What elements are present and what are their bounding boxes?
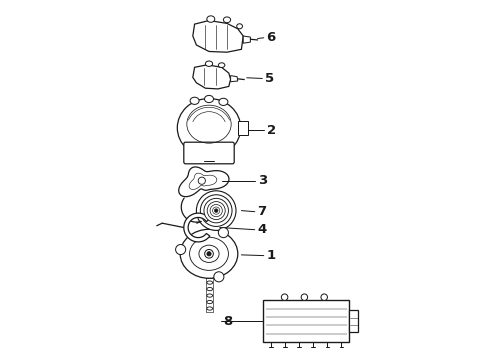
Ellipse shape <box>180 229 238 278</box>
Ellipse shape <box>207 16 215 22</box>
Ellipse shape <box>205 61 213 66</box>
Polygon shape <box>231 76 238 82</box>
Text: 1: 1 <box>267 249 276 262</box>
Circle shape <box>204 198 228 223</box>
Polygon shape <box>179 167 229 197</box>
Ellipse shape <box>219 98 228 105</box>
Ellipse shape <box>190 237 228 270</box>
Polygon shape <box>193 21 243 52</box>
Ellipse shape <box>223 17 231 23</box>
FancyBboxPatch shape <box>184 142 234 164</box>
Ellipse shape <box>207 300 213 304</box>
Circle shape <box>200 195 232 226</box>
Circle shape <box>196 191 236 230</box>
Polygon shape <box>193 65 231 89</box>
Circle shape <box>281 294 288 300</box>
Text: 3: 3 <box>258 174 267 187</box>
Circle shape <box>213 207 220 214</box>
Circle shape <box>215 209 218 212</box>
Ellipse shape <box>207 294 213 297</box>
Ellipse shape <box>207 287 213 291</box>
Ellipse shape <box>199 245 219 262</box>
Text: 8: 8 <box>223 315 233 328</box>
Ellipse shape <box>219 63 225 67</box>
Circle shape <box>219 228 228 238</box>
FancyBboxPatch shape <box>349 310 358 332</box>
Ellipse shape <box>204 95 214 103</box>
Circle shape <box>175 244 186 255</box>
Ellipse shape <box>190 97 199 104</box>
Circle shape <box>301 294 308 300</box>
Polygon shape <box>243 36 250 43</box>
Circle shape <box>205 249 213 258</box>
Text: 5: 5 <box>265 72 274 85</box>
Text: 6: 6 <box>267 31 276 44</box>
FancyBboxPatch shape <box>263 300 349 342</box>
Text: 7: 7 <box>258 205 267 218</box>
Circle shape <box>207 252 211 256</box>
Ellipse shape <box>237 24 243 29</box>
Polygon shape <box>238 121 248 135</box>
Circle shape <box>207 202 225 220</box>
Circle shape <box>214 272 224 282</box>
Text: 4: 4 <box>258 223 267 236</box>
Circle shape <box>210 204 222 217</box>
Ellipse shape <box>207 281 213 284</box>
Text: 2: 2 <box>267 124 276 137</box>
Polygon shape <box>184 213 210 242</box>
Polygon shape <box>189 173 217 189</box>
Ellipse shape <box>177 99 241 157</box>
Circle shape <box>198 177 205 184</box>
Ellipse shape <box>207 307 213 310</box>
Circle shape <box>321 294 327 300</box>
